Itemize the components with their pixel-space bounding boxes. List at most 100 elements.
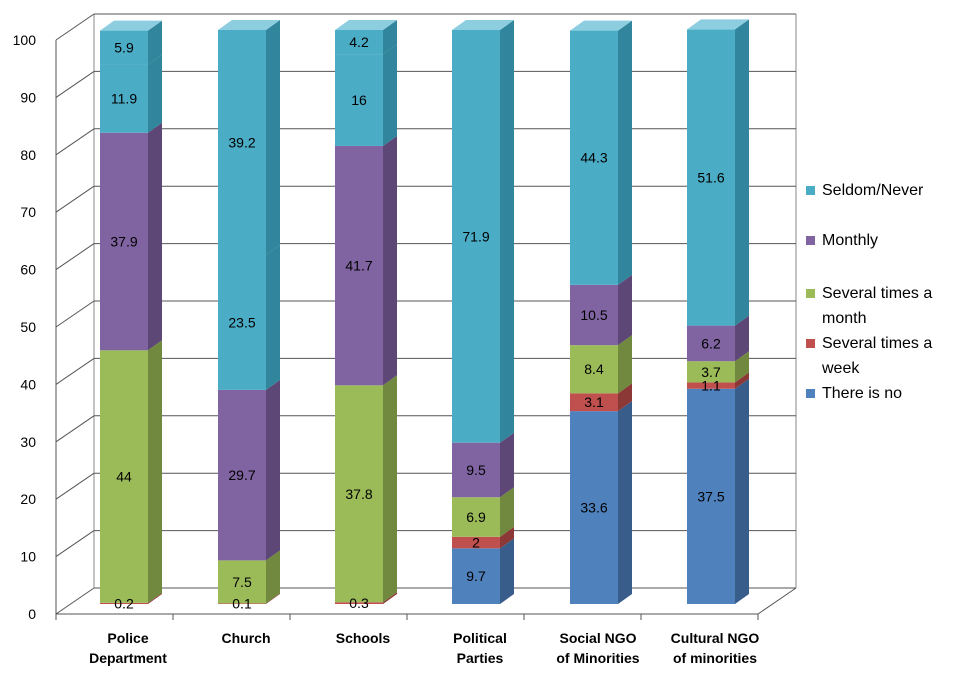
data-label: 39.2 — [228, 135, 255, 151]
chart-grid — [55, 13, 797, 615]
bar-segment — [452, 432, 514, 498]
bar-front — [100, 64, 148, 133]
bar-front — [452, 548, 500, 604]
y-tick-label: 50 — [20, 319, 36, 335]
bar-front — [100, 602, 148, 604]
legend-label: There is no — [822, 385, 902, 402]
bar-front — [570, 345, 618, 394]
bar-front — [218, 389, 266, 561]
bar-segment — [687, 19, 749, 326]
data-label: 5.9 — [114, 40, 134, 56]
bar-side — [500, 20, 514, 443]
bar-segment — [218, 20, 280, 256]
x-tick-label: Social NGO of Minorities — [556, 630, 639, 666]
data-label: 16 — [351, 92, 367, 108]
bar-top — [100, 20, 162, 31]
bar-segment — [335, 20, 397, 55]
data-label: 23.5 — [228, 314, 255, 330]
bar-segment — [100, 592, 162, 604]
gridline-depth — [55, 587, 95, 615]
bar-segment — [218, 593, 280, 604]
legend-label: Several times a week — [821, 335, 932, 377]
y-tick-label: 30 — [20, 434, 36, 450]
bar-segment — [218, 379, 280, 561]
y-tick-label: 100 — [13, 32, 37, 48]
x-tick-label: Cultural NGO of minorities — [671, 630, 760, 666]
bar-side — [148, 54, 162, 133]
bar-segment — [570, 335, 632, 394]
bar-segment — [335, 135, 397, 386]
bar-side — [383, 135, 397, 386]
bar-side — [383, 44, 397, 146]
bar-side — [148, 340, 162, 603]
legend-item: There is no — [806, 385, 902, 402]
y-tick-label: 70 — [20, 204, 36, 220]
bar-front — [452, 442, 500, 498]
bar-side — [266, 593, 280, 604]
bar-side — [735, 351, 749, 383]
bar-segment — [335, 592, 397, 604]
bar-side — [383, 375, 397, 603]
x-tick-label: Police Department — [89, 630, 167, 666]
floor-edge — [757, 587, 797, 615]
bar-segment — [452, 20, 514, 443]
legend-label: Monthly — [822, 232, 878, 249]
bar-segment — [687, 372, 749, 389]
bar-top — [335, 20, 397, 30]
data-label: 1.1 — [701, 378, 721, 394]
bar-segment — [452, 526, 514, 549]
legend-swatch — [806, 186, 815, 195]
bar-side — [618, 335, 632, 394]
gridline-depth — [55, 128, 95, 156]
bar-side — [735, 372, 749, 389]
data-label: 37.9 — [110, 234, 137, 250]
bar-side — [618, 274, 632, 346]
bar-segment — [452, 487, 514, 537]
bar-front — [335, 145, 383, 386]
bar-side — [266, 245, 280, 390]
bar-top — [218, 20, 280, 30]
bar-front — [570, 30, 618, 285]
data-label: 37.5 — [697, 488, 724, 504]
bar-side — [148, 122, 162, 351]
bar-segment — [687, 315, 749, 362]
bar-side — [148, 20, 162, 65]
data-label: 0.2 — [114, 595, 134, 611]
gridline-depth — [55, 415, 95, 443]
data-label: 3.1 — [584, 394, 604, 410]
bar-front — [335, 385, 383, 603]
legend-swatch — [806, 236, 815, 245]
bar-segment — [570, 20, 632, 285]
y-tick-label: 80 — [20, 147, 36, 163]
bar-side — [383, 592, 397, 604]
bar-front — [687, 388, 735, 604]
bar-segment — [100, 122, 162, 351]
chart-bars — [100, 19, 749, 604]
gridline-depth — [55, 13, 95, 41]
bar-side — [383, 20, 397, 55]
bar-front — [570, 284, 618, 346]
data-label: 9.7 — [466, 568, 486, 584]
data-label: 41.7 — [345, 258, 372, 274]
gridline-depth — [55, 70, 95, 98]
bar-segment — [335, 44, 397, 146]
bar-front — [218, 30, 266, 256]
bar-front — [570, 393, 618, 412]
bar-side — [500, 538, 514, 604]
data-label: 11.9 — [111, 91, 137, 107]
data-label: 71.9 — [462, 228, 489, 244]
y-tick-label: 40 — [20, 376, 36, 392]
bar-front — [687, 325, 735, 362]
bar-front — [687, 29, 735, 326]
bar-segment — [100, 340, 162, 603]
legend-item: Seldom/Never — [806, 182, 924, 199]
y-tick-label: 20 — [20, 491, 36, 507]
data-label: 6.9 — [466, 509, 486, 525]
bar-side — [148, 592, 162, 604]
bar-front — [687, 361, 735, 383]
bar-top — [452, 20, 514, 30]
bar-front — [100, 350, 148, 603]
legend-swatch — [806, 339, 815, 348]
y-tick-label: 10 — [20, 549, 36, 565]
